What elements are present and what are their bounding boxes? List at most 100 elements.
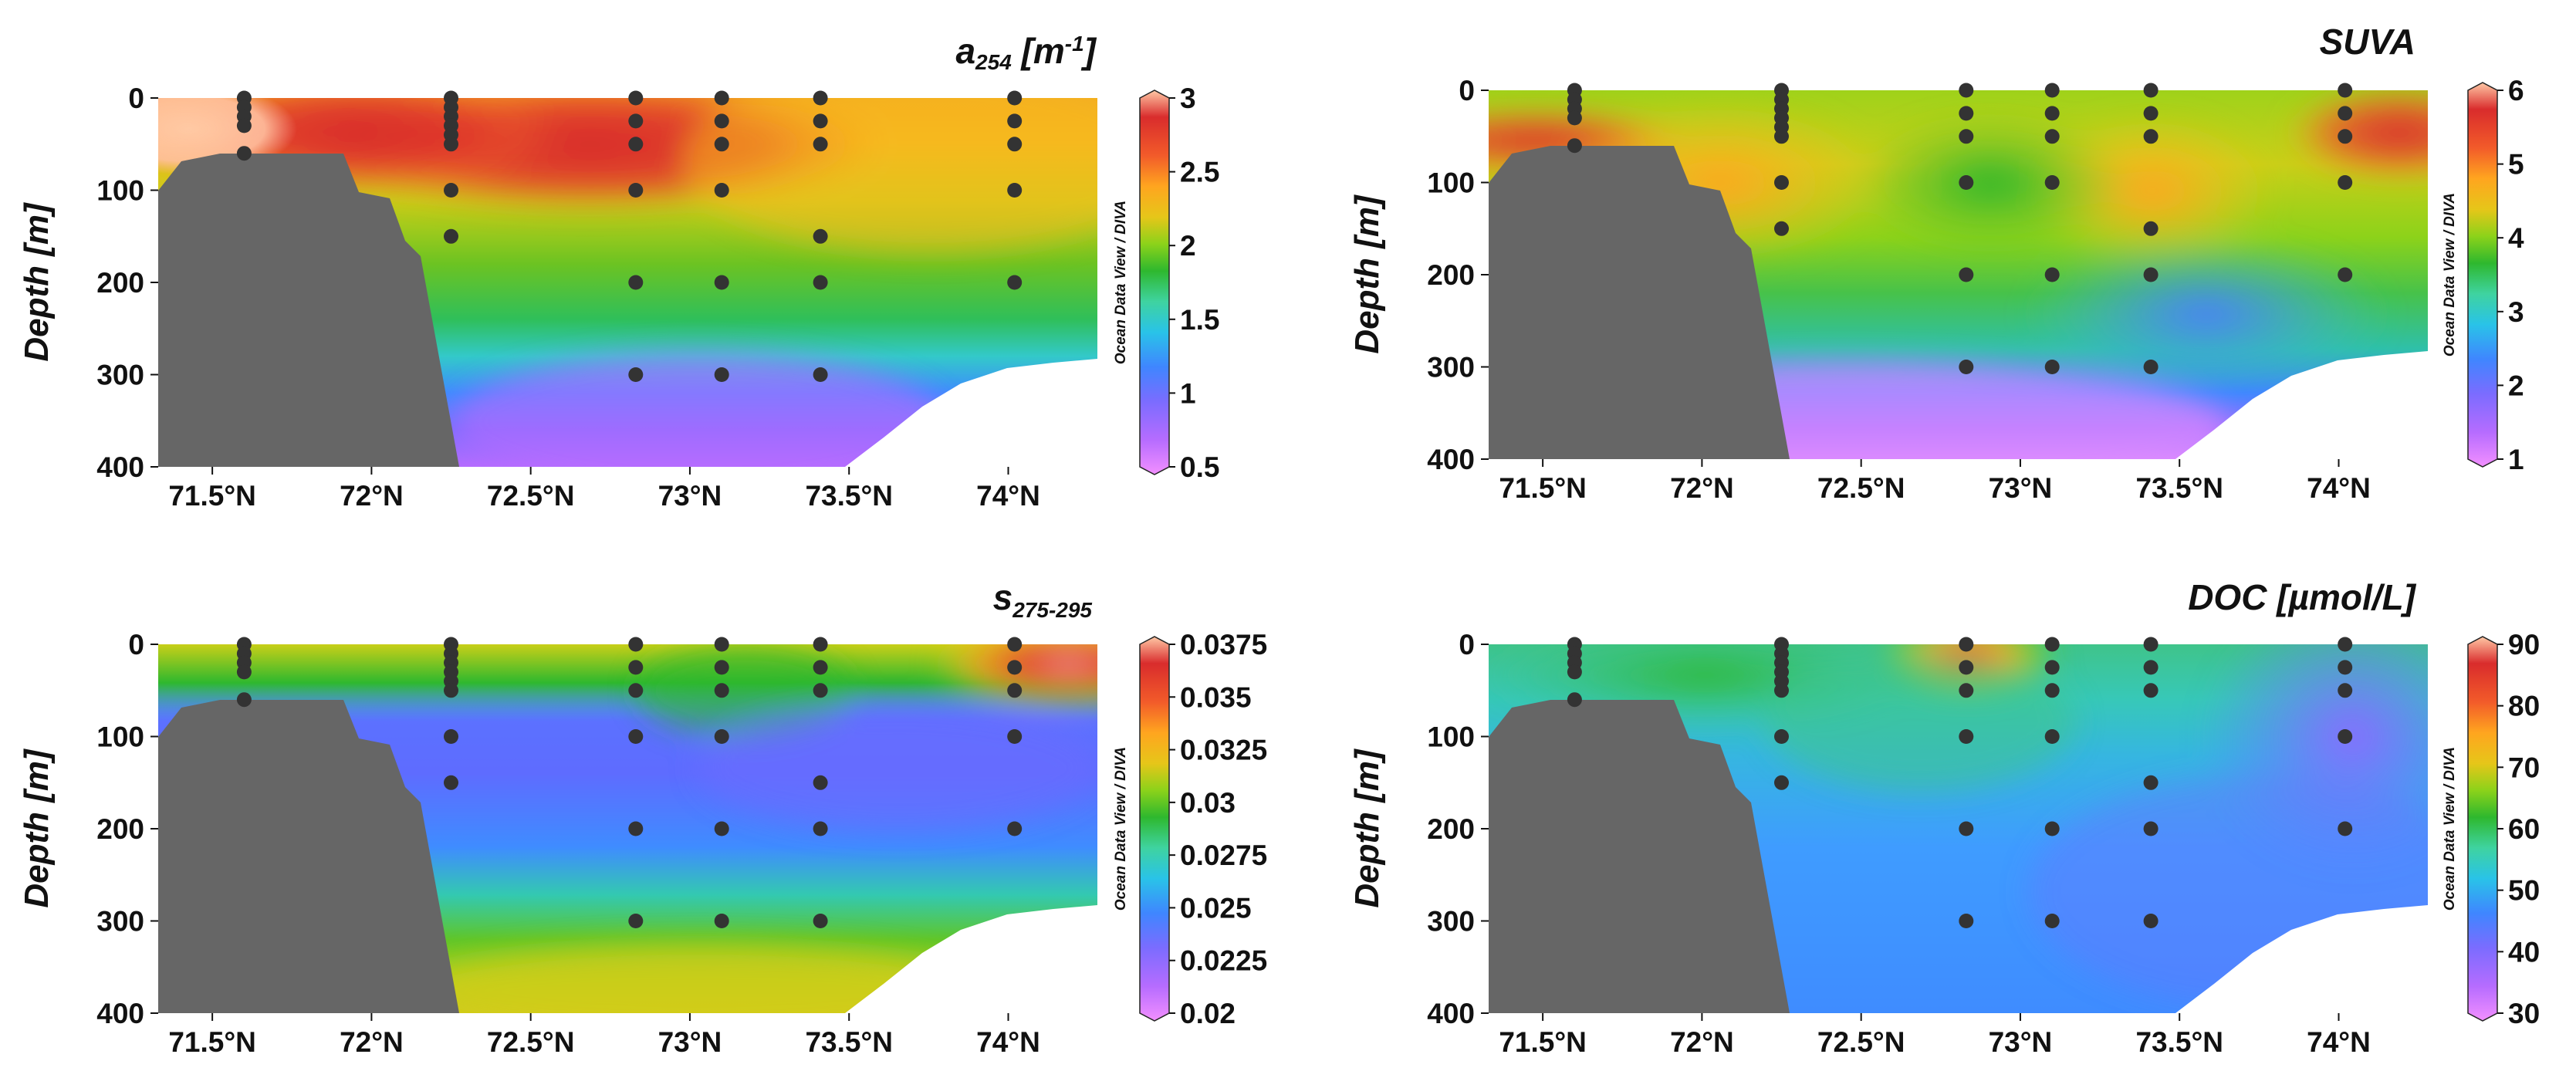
station-sample-dot — [1007, 275, 1023, 290]
y-tick-label: 300 — [1427, 352, 1475, 384]
station-sample-dot — [1007, 183, 1023, 198]
x-ticks-a254: 71.5°N 72°N 72.5°N 73°N 73.5°N 74°N — [168, 467, 1040, 512]
x-tick-label: 73.5°N — [805, 1026, 893, 1058]
x-tick-label: 71.5°N — [1499, 472, 1587, 504]
y-tick-label: 400 — [96, 451, 144, 483]
y-tick-label: 300 — [96, 360, 144, 391]
station-sample-dot — [1959, 175, 1974, 190]
station-sample-dot — [628, 637, 644, 652]
station-sample-dot — [1567, 692, 1582, 708]
station-sample-dot — [1959, 360, 1974, 374]
station-sample-dot — [2338, 729, 2353, 744]
colorbar-tick-label: 30 — [2508, 998, 2540, 1029]
station-sample-dot — [444, 729, 458, 744]
stations-s275-295 — [236, 637, 1023, 928]
station-sample-dot — [628, 660, 644, 675]
colorbar-tick-label: 3 — [2508, 296, 2524, 328]
station-sample-dot — [813, 775, 828, 790]
station-sample-dot — [2044, 129, 2060, 144]
station-sample-dot — [1959, 821, 1974, 836]
station-sample-dot — [444, 228, 458, 244]
station-sample-dot — [714, 183, 729, 198]
station-sample-dot — [2143, 360, 2158, 374]
station-sample-dot — [1774, 775, 1789, 790]
station-sample-dot — [628, 275, 644, 290]
credit-doc: Ocean Data View / DIVA — [2442, 747, 2458, 911]
station-sample-dot — [2143, 221, 2158, 236]
x-tick-label: 72°N — [340, 1026, 404, 1058]
white-nodata-area — [845, 359, 1097, 467]
station-sample-dot — [1774, 175, 1789, 190]
x-tick-label: 71.5°N — [168, 480, 256, 512]
x-tick-label: 72.5°N — [1817, 1026, 1905, 1058]
station-sample-dot — [236, 692, 252, 708]
station-sample-dot — [628, 729, 644, 744]
station-sample-dot — [1774, 129, 1789, 144]
station-sample-dot — [813, 367, 828, 382]
station-sample-dot — [2338, 267, 2353, 282]
colorbar-tick-label: 0.0325 — [1180, 735, 1267, 766]
panel-suva: 71.5°N 72°N 72.5°N 73°N 73.5°N 74°N 0 100 200 30… — [1427, 75, 2428, 504]
station-sample-dot — [628, 821, 644, 836]
station-sample-dot — [628, 683, 644, 698]
colorbar-tick-label: 2 — [2508, 370, 2524, 401]
station-sample-dot — [2143, 683, 2158, 698]
colorbar-tick-label: 6 — [2508, 75, 2524, 106]
station-sample-dot — [813, 683, 828, 698]
colorbar-s275-295: 0.0375 0.035 0.0325 0.03 0.0275 0.025 0.0225 0.… — [1139, 629, 1267, 1029]
y-tick-label: 200 — [96, 267, 144, 299]
station-sample-dot — [1007, 729, 1023, 744]
colorbar-suva: 6 5 4 3 2 1 — [2467, 75, 2524, 475]
station-sample-dot — [813, 228, 828, 244]
colorbar-tick-label: 2.5 — [1180, 157, 1219, 188]
station-sample-dot — [2338, 106, 2353, 121]
colorbar-tick-label: 0.0225 — [1180, 945, 1267, 977]
colorbar-tick-label: 5 — [2508, 149, 2524, 181]
title-s275-295: s275-295 — [993, 577, 1093, 622]
x-tick-label: 73°N — [1989, 472, 2053, 504]
panel-s275-295: 71.5°N 72°N 72.5°N 73°N 73.5°N 74°N 0 100 200 30… — [96, 629, 1097, 1058]
ylabel-a254: Depth [m] — [18, 202, 56, 362]
x-ticks-suva: 71.5°N 72°N 72.5°N 73°N 73.5°N 74°N — [1499, 459, 2371, 504]
station-sample-dot — [2044, 175, 2060, 190]
title-a254: a254 [m-1] — [955, 31, 1097, 74]
station-sample-dot — [2044, 914, 2060, 928]
station-sample-dot — [714, 683, 729, 698]
x-tick-label: 73.5°N — [2135, 472, 2223, 504]
station-sample-dot — [2143, 821, 2158, 836]
stations-suva — [1567, 83, 2353, 374]
station-sample-dot — [714, 137, 729, 152]
station-sample-dot — [813, 914, 828, 928]
colorbar-tick-label: 0.035 — [1180, 681, 1252, 713]
station-sample-dot — [1007, 683, 1023, 698]
station-sample-dot — [714, 367, 729, 382]
y-tick-label: 0 — [1459, 629, 1475, 661]
station-sample-dot — [2044, 660, 2060, 675]
station-sample-dot — [444, 775, 458, 790]
station-sample-dot — [2143, 83, 2158, 98]
station-sample-dot — [1567, 138, 1582, 154]
ylabel-suva: Depth [m] — [1348, 194, 1386, 354]
ylabel-s275-295: Depth [m] — [18, 748, 56, 908]
y-tick-label: 0 — [128, 83, 144, 114]
colorbar-tick-label: 3 — [1180, 83, 1196, 114]
x-tick-label: 73.5°N — [805, 480, 893, 512]
station-sample-dot — [1959, 660, 1974, 675]
x-tick-label: 74°N — [976, 480, 1040, 512]
colorbar-tick-label: 50 — [2508, 875, 2540, 907]
y-tick-label: 400 — [96, 998, 144, 1029]
y-ticks-s275-295: 0 100 200 300 400 — [96, 629, 158, 1029]
station-sample-dot — [1774, 221, 1789, 236]
colorbar-tick-label: 60 — [2508, 813, 2540, 845]
station-sample-dot — [1007, 637, 1023, 652]
station-sample-dot — [2044, 267, 2060, 282]
station-sample-dot — [2044, 106, 2060, 121]
y-tick-label: 100 — [96, 721, 144, 753]
station-sample-dot — [1007, 90, 1023, 106]
y-ticks-a254: 0 100 200 300 400 — [96, 83, 158, 483]
colorbar-tick-label: 80 — [2508, 691, 2540, 722]
station-sample-dot — [2143, 106, 2158, 121]
station-sample-dot — [1007, 137, 1023, 152]
station-sample-dot — [714, 821, 729, 836]
x-tick-label: 71.5°N — [168, 1026, 256, 1058]
